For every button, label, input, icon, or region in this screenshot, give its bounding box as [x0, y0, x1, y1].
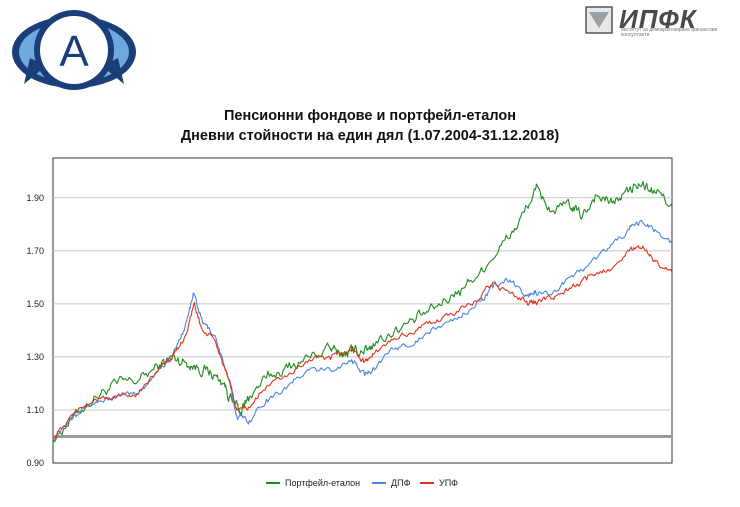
y-tick-label: 1.90: [26, 193, 44, 203]
right-logo: ИПФК институт за демократизиране финансо…: [585, 4, 735, 38]
y-tick-label: 1.10: [26, 405, 44, 415]
y-tick-label: 1.70: [26, 246, 44, 256]
y-tick-label: 1.50: [26, 299, 44, 309]
chart-subtitle: Дневни стойности на един дял (1.07.2004-…: [180, 128, 560, 144]
legend-item-dpf: ДПФ: [372, 478, 410, 488]
left-logo-icon: A: [12, 10, 136, 90]
legend-item-benchmark: Портфейл-еталон: [266, 478, 360, 488]
legend-label-upf: УПФ: [439, 478, 459, 488]
legend-swatch-benchmark: [266, 482, 280, 484]
series-line-benchmark: [52, 180, 673, 443]
series-line-dpf: [52, 219, 673, 442]
y-tick-label: 0.90: [26, 458, 44, 468]
left-logo-letter: A: [59, 27, 89, 76]
y-tick-label: 1.30: [26, 352, 44, 362]
legend-label-dpf: ДПФ: [391, 478, 411, 488]
legend-item-upf: УПФ: [420, 478, 458, 488]
legend-label-benchmark: Портфейл-еталон: [285, 478, 361, 488]
plot-area: [52, 157, 673, 464]
chart-title: Пенсионни фондове и портфейл-еталон: [223, 108, 517, 124]
legend-swatch-upf: [420, 482, 434, 484]
right-logo-mark-icon: [585, 6, 613, 34]
series-line-upf: [52, 245, 673, 440]
right-logo-text: ИПФК: [619, 4, 697, 34]
legend-swatch-dpf: [372, 482, 386, 484]
right-logo-subtext: институт за демократизиране финансови ко…: [621, 27, 718, 38]
